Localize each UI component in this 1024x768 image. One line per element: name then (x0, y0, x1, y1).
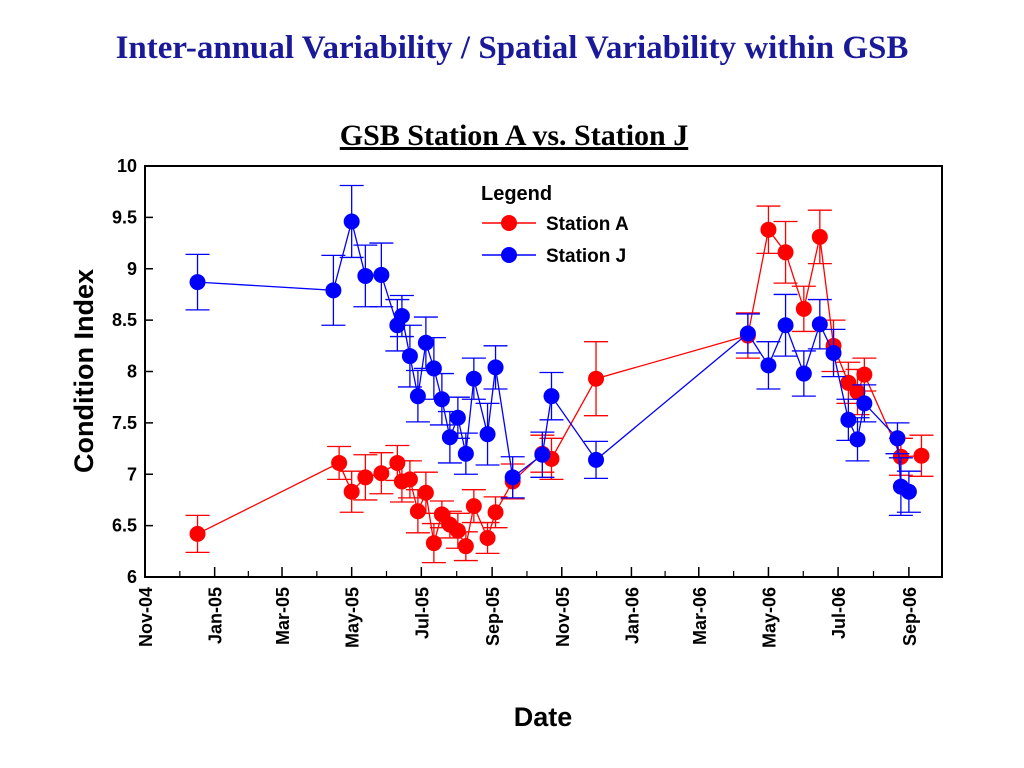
x-tick-label: Nov-05 (553, 587, 573, 647)
data-point-station-a (913, 447, 930, 464)
data-point-station-j (760, 357, 777, 374)
data-point-station-j (504, 469, 521, 486)
x-tick-label: May-06 (759, 587, 779, 648)
data-point-station-a (777, 244, 794, 261)
x-tick-label: Jul-05 (412, 587, 432, 639)
data-point-station-j (840, 411, 857, 428)
y-tick-label: 6 (127, 567, 137, 587)
legend-marker-station-j (501, 247, 517, 263)
data-point-station-a (811, 228, 828, 245)
y-tick-label: 6.5 (112, 516, 137, 536)
data-point-station-j (189, 274, 206, 291)
legend-item-station-j: Station J (482, 246, 626, 267)
data-point-station-j (487, 359, 504, 376)
data-point-station-j (409, 388, 426, 405)
data-point-station-a (401, 471, 418, 488)
legend-marker-station-a (501, 215, 517, 231)
y-tick-label: 7.5 (112, 413, 137, 433)
legend-title: Legend (481, 183, 552, 205)
data-point-station-a (331, 454, 348, 471)
tick-marks (144, 165, 910, 578)
slide-title: Inter-annual Variability / Spatial Varia… (115, 30, 909, 66)
data-point-station-a (588, 370, 605, 387)
data-point-station-a (487, 504, 504, 521)
x-tick-labels: Nov-04 Jan-05 Mar-05 May-05 Jul-05 Sep-05 Nov-… (136, 587, 920, 648)
data-point-station-a (373, 465, 390, 482)
data-point-station-j (534, 446, 551, 463)
data-point-station-a (465, 498, 482, 515)
y-tick-label: 7 (127, 464, 137, 484)
x-tick-label: Mar-05 (273, 587, 293, 645)
data-point-station-j (343, 213, 360, 230)
data-point-station-j (425, 360, 442, 377)
data-point-station-j (900, 483, 917, 500)
x-tick-label: Jan-05 (206, 587, 226, 644)
data-point-station-j (401, 348, 418, 365)
x-tick-label: Jul-06 (829, 587, 849, 639)
data-point-station-j (373, 266, 390, 283)
y-tick-label: 9.5 (112, 207, 137, 227)
data-point-station-j (849, 431, 866, 448)
legend-label-station-j: Station J (546, 246, 626, 267)
series-layer (185, 184, 934, 564)
data-point-station-j (457, 445, 474, 462)
data-point-station-a (795, 300, 812, 317)
data-point-station-j (393, 308, 410, 325)
data-point-station-a (457, 538, 474, 555)
x-tick-label: Sep-05 (483, 587, 503, 646)
data-point-station-j (479, 426, 496, 443)
data-point-station-j (739, 325, 756, 342)
data-point-station-j (449, 409, 466, 426)
x-tick-label: Jan-06 (622, 587, 642, 644)
data-point-station-j (856, 395, 873, 412)
data-point-station-j (417, 334, 434, 351)
y-tick-label: 8 (127, 362, 137, 382)
x-tick-label: Nov-04 (136, 587, 156, 647)
data-point-station-a (343, 483, 360, 500)
y-tick-labels: 6 6.5 7 7.5 8 8.5 9 9.5 10 (112, 156, 137, 587)
data-point-station-a (417, 484, 434, 501)
data-point-station-j (357, 267, 374, 284)
y-tick-label: 9 (127, 259, 137, 279)
x-axis-label: Date (514, 702, 573, 732)
x-tick-label: Mar-06 (690, 587, 710, 645)
data-point-station-j (543, 388, 560, 405)
data-point-station-a (449, 522, 466, 539)
data-point-station-j (588, 451, 605, 468)
x-tick-label: Sep-06 (900, 587, 920, 646)
legend-item-station-a: Station A (482, 214, 629, 235)
legend: Legend Station A Station J (481, 183, 629, 267)
x-tick-label: May-05 (343, 587, 363, 648)
data-point-station-j (811, 316, 828, 333)
y-tick-label: 10 (117, 156, 137, 176)
data-point-station-j (889, 430, 906, 447)
data-point-station-j (777, 317, 794, 334)
y-tick-label: 8.5 (112, 310, 137, 330)
data-point-station-a (425, 535, 442, 552)
data-point-station-a (760, 221, 777, 238)
data-point-station-a (389, 454, 406, 471)
data-point-station-a (189, 525, 206, 542)
plot-area (144, 165, 943, 578)
series-station-j (185, 184, 921, 516)
data-point-station-j (441, 429, 458, 446)
data-point-station-j (795, 365, 812, 382)
y-axis-label: Condition Index (69, 269, 99, 473)
data-point-station-a (856, 366, 873, 383)
legend-label-station-a: Station A (546, 214, 629, 235)
data-point-station-j (465, 370, 482, 387)
series-line-station-a (197, 228, 922, 549)
data-point-station-j (325, 282, 342, 299)
data-point-station-a (479, 529, 496, 546)
chart-title: GSB Station A vs. Station J (340, 119, 688, 152)
data-point-station-a (409, 503, 426, 520)
data-point-station-a (357, 469, 374, 486)
data-point-station-j (825, 345, 842, 362)
data-point-station-j (433, 391, 450, 408)
